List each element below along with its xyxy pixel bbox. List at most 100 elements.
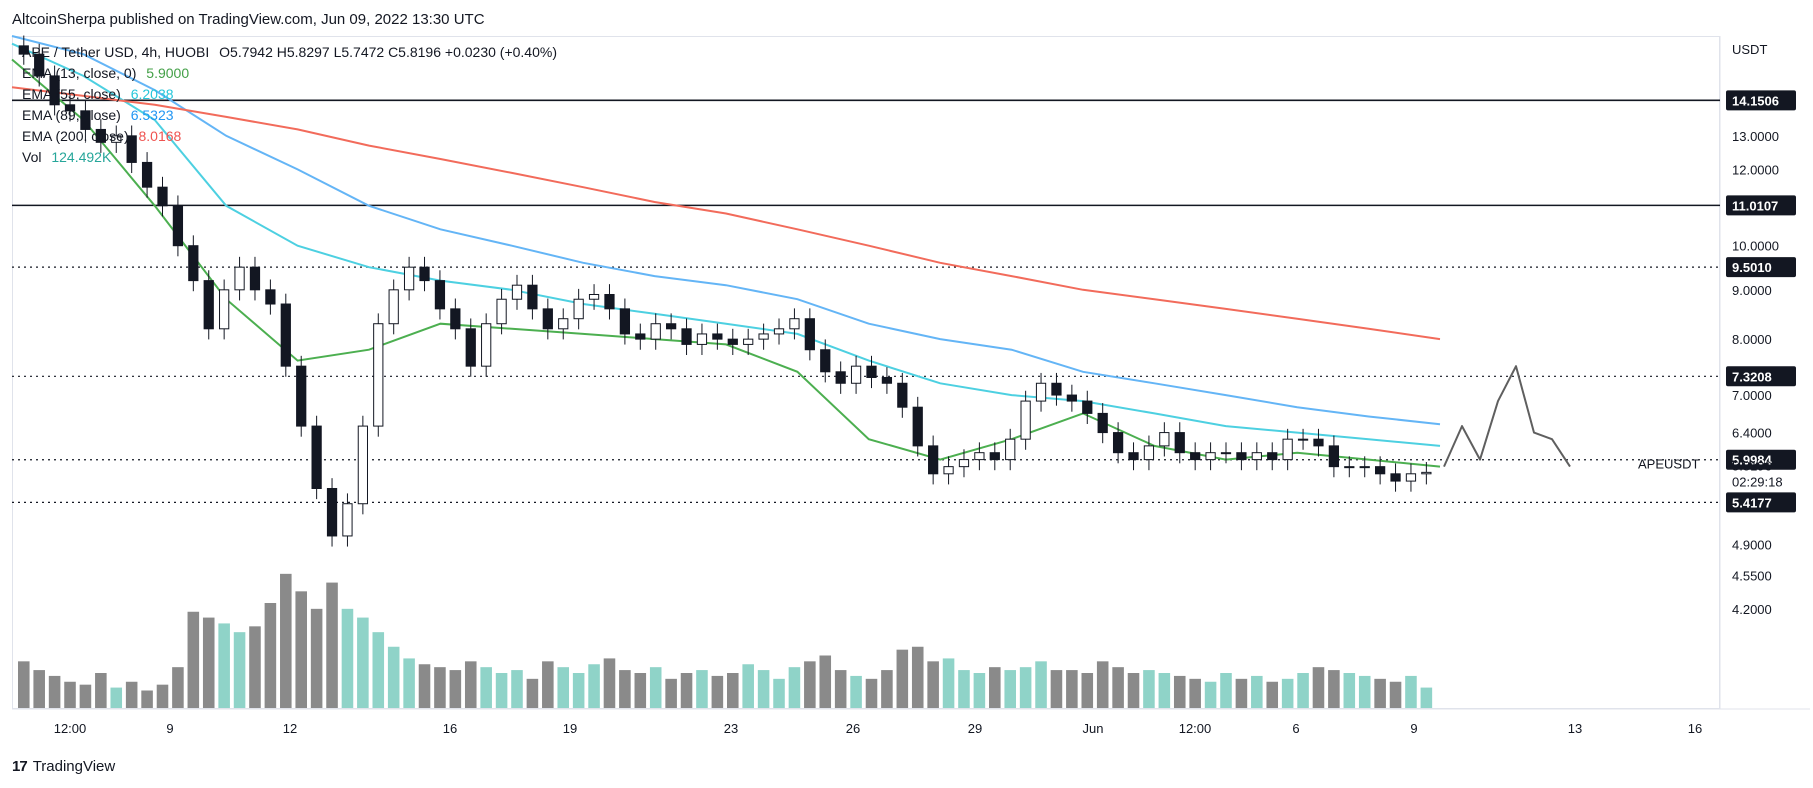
x-tick-label: 9	[166, 721, 173, 736]
legend-ohlc: O5.7942 H5.8297 L5.7472 C5.8196 +0.0230 …	[219, 44, 557, 60]
candle-body	[558, 318, 569, 330]
volume-bar	[1050, 670, 1063, 708]
volume-bar	[218, 623, 230, 708]
volume-bar	[125, 681, 138, 708]
level-price-tag	[1726, 257, 1796, 278]
candle-body	[773, 328, 785, 335]
candle-body	[1159, 432, 1170, 447]
volume-bar	[110, 687, 123, 708]
level-price-tag	[1726, 492, 1796, 513]
volume-bar	[1281, 678, 1294, 708]
candle-body	[820, 349, 831, 373]
volume-bar	[1081, 673, 1094, 708]
candle-body	[1143, 445, 1155, 461]
candle-body	[1205, 452, 1216, 461]
y-tick-label: 4.2000	[1732, 602, 1772, 617]
candle-body	[974, 452, 985, 461]
volume-bar	[989, 667, 1001, 708]
volume-bar	[542, 661, 554, 708]
volume-bar	[172, 667, 184, 708]
x-tick-label: 19	[563, 721, 577, 736]
footer-branding[interactable]: 17 TradingView	[12, 758, 115, 775]
candle-body	[481, 323, 492, 367]
candle-body	[1251, 452, 1262, 461]
legend-ema89[interactable]: EMA (89, close) 6.5323	[22, 105, 557, 126]
volume-bar	[387, 646, 400, 708]
volume-bar	[1374, 678, 1386, 708]
level-price-tag	[1726, 449, 1796, 470]
candle-body	[666, 323, 677, 330]
candle-body	[234, 266, 245, 291]
legend-ema200[interactable]: EMA (200, close) 8.0168	[22, 126, 557, 147]
ema-line	[11, 86, 1441, 341]
candle-body	[604, 293, 615, 310]
legend-volume[interactable]: Vol 124.492K	[22, 147, 557, 168]
volume-bar	[696, 670, 708, 708]
candle-body	[1005, 438, 1016, 461]
volume-bar	[881, 670, 893, 708]
candle-body	[141, 161, 153, 188]
candle-body	[126, 135, 137, 163]
candle-body	[1405, 473, 1417, 482]
y-tick-label: 7.0000	[1732, 388, 1772, 403]
legend-ema200-value: 8.0168	[138, 128, 182, 144]
candle-body	[1066, 394, 1077, 402]
candle-body	[95, 128, 106, 143]
candle-body	[989, 452, 1000, 461]
volume-bar	[495, 673, 508, 708]
volume-bar	[33, 670, 45, 708]
y-tick-label: 12.0000	[1732, 162, 1779, 177]
candle-body	[650, 323, 661, 340]
level-price-label: 14.1506	[1732, 93, 1779, 108]
volume-bar	[1220, 673, 1232, 708]
legend-ema13[interactable]: EMA (13, close, 0) 5.9000	[22, 63, 557, 84]
volume-bar	[757, 670, 770, 708]
candle-body	[881, 376, 893, 384]
candle-body	[542, 308, 553, 330]
volume-bar	[711, 675, 724, 708]
candle-body	[804, 318, 815, 351]
y-tick-label: 6.4000	[1732, 426, 1772, 441]
candle-body	[188, 245, 199, 282]
volume-bar	[1066, 670, 1078, 708]
level-price-label: 11.0107	[1732, 198, 1778, 213]
x-tick-label: 16	[1688, 721, 1702, 736]
candle-body	[850, 365, 862, 384]
volume-bar	[742, 664, 754, 708]
volume-bar	[927, 661, 939, 708]
legend-ema89-value: 6.5323	[130, 107, 174, 123]
x-tick-label: 12:00	[1179, 721, 1212, 736]
candle-body	[1313, 438, 1324, 447]
volume-bar	[295, 591, 307, 708]
volume-bar	[572, 673, 585, 708]
candle-body	[712, 333, 723, 340]
candle-body	[434, 280, 446, 310]
volume-bar	[79, 684, 92, 708]
level-price-label: 7.3208	[1732, 369, 1772, 384]
candle-body	[203, 280, 214, 330]
volume-bar	[1251, 675, 1263, 708]
volume-bar	[418, 664, 431, 708]
candle-body	[1082, 400, 1093, 414]
x-tick-label: 26	[846, 721, 860, 736]
volume-bar	[680, 673, 693, 708]
candle-body	[573, 298, 584, 320]
candle-body	[635, 333, 646, 340]
candle-body	[1035, 382, 1047, 402]
candle-body	[388, 289, 399, 325]
level-price-label: 5.9984	[1732, 453, 1773, 468]
y-tick-label: 9.0000	[1732, 283, 1772, 298]
y-tick-label: 13.0000	[1732, 129, 1779, 144]
y-tick-label: 4.5500	[1732, 568, 1772, 583]
volume-bar	[326, 582, 338, 708]
ema-line	[11, 42, 1441, 447]
volume-bar	[95, 673, 107, 708]
candle-body	[511, 284, 523, 300]
legend-ema55[interactable]: EMA (55, close) 6.2038	[22, 84, 557, 105]
volume-bar	[1035, 661, 1047, 708]
volume-bar	[233, 632, 246, 708]
candle-body	[357, 425, 368, 505]
volume-bar	[1019, 667, 1032, 708]
volume-bar	[280, 573, 292, 708]
